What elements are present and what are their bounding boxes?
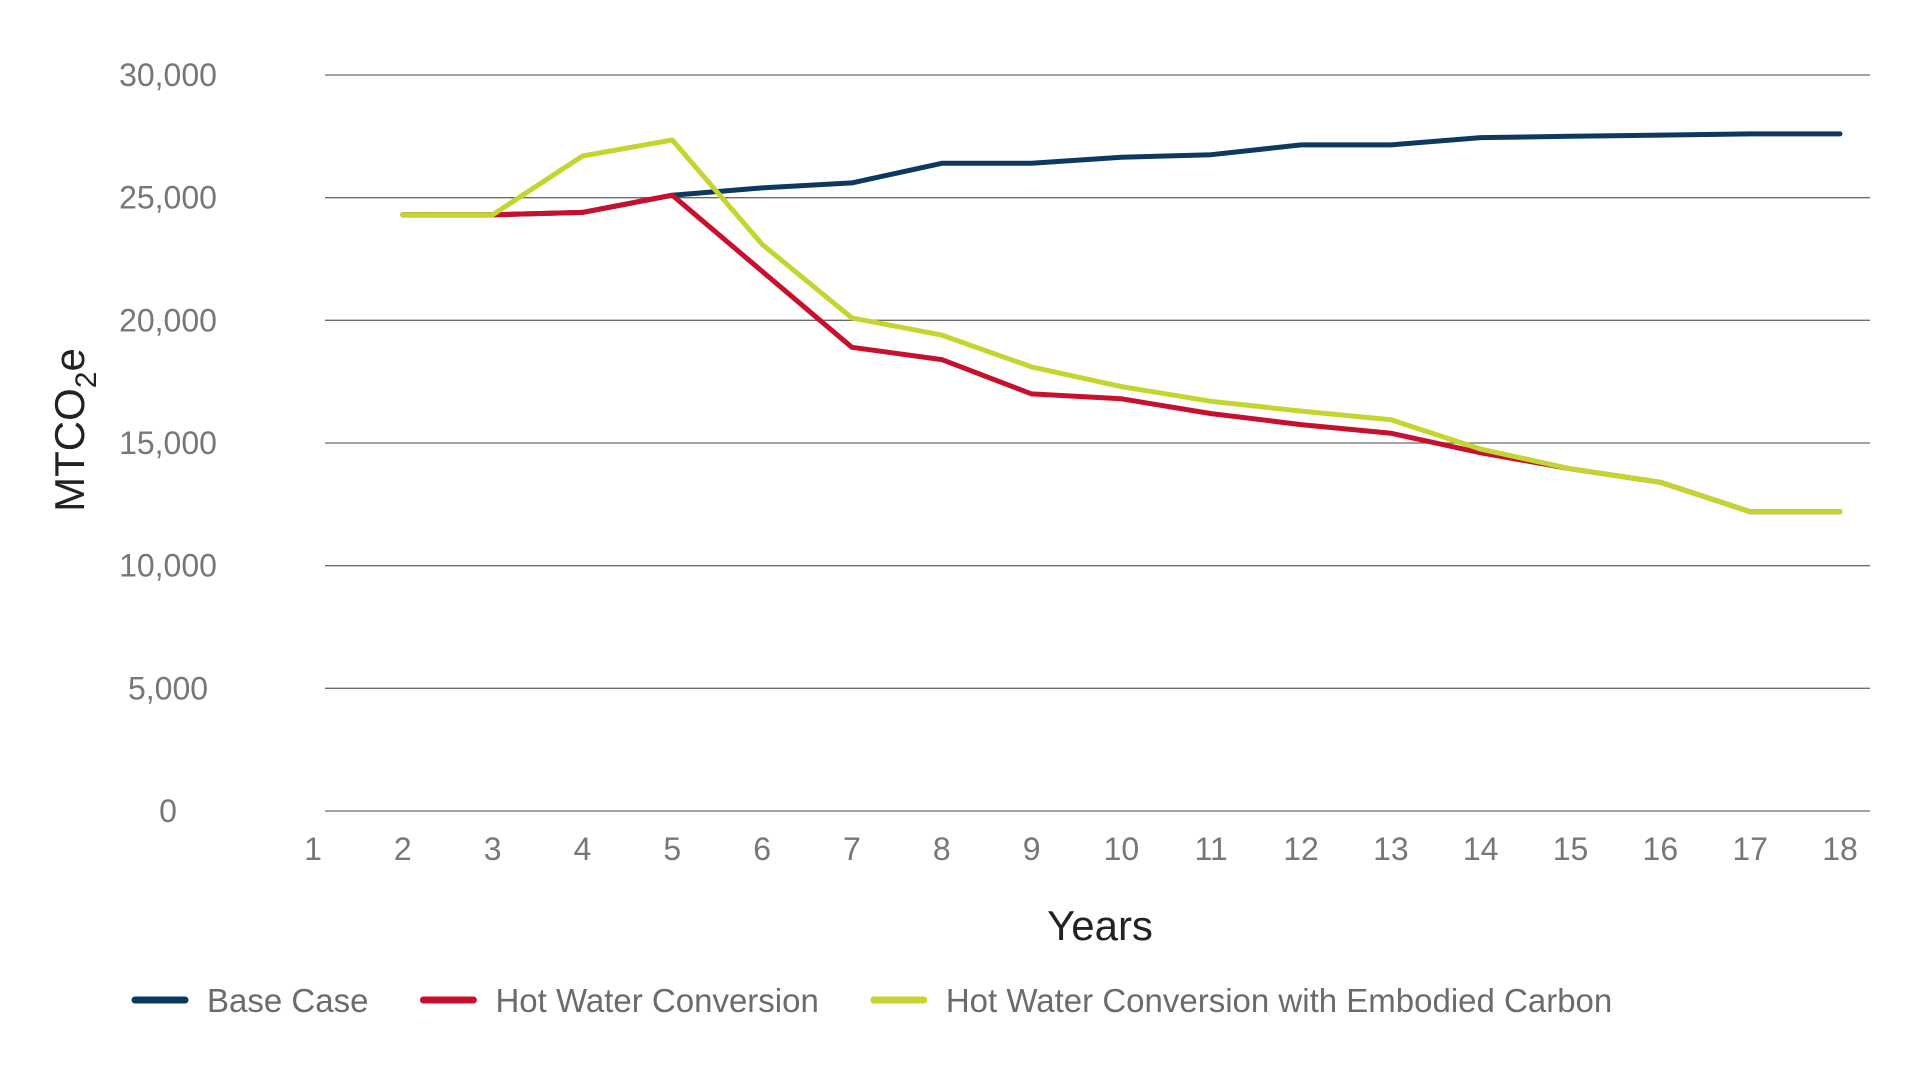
x-tick-label: 11	[1195, 831, 1228, 867]
x-tick-label: 6	[753, 831, 771, 867]
legend-label-base-case: Base Case	[207, 982, 368, 1019]
grid-lines	[325, 74, 1870, 812]
y-tick-label: 30,000	[119, 57, 217, 93]
x-tick-label: 17	[1732, 831, 1768, 867]
x-tick-label: 9	[1023, 831, 1041, 867]
x-tick-label: 12	[1283, 831, 1319, 867]
x-axis-title: Years	[1047, 902, 1153, 949]
x-tick-label: 15	[1553, 831, 1589, 867]
x-tick-label: 7	[843, 831, 861, 867]
legend: Base Case Hot Water Conversion Hot Water C…	[131, 982, 1612, 1019]
series-line-hot-water-conversion-with-embodied-carbon	[400, 137, 1843, 515]
y-axis-title: MTCO2e	[46, 348, 103, 512]
x-tick-label: 14	[1463, 831, 1499, 867]
x-tick-label: 3	[484, 831, 502, 867]
x-tick-label: 5	[663, 831, 681, 867]
legend-label-hot-water-conversion: Hot Water Conversion	[495, 982, 818, 1019]
y-tick-label: 25,000	[119, 180, 217, 216]
x-tick-label: 8	[933, 831, 951, 867]
x-tick-label: 18	[1822, 831, 1858, 867]
x-tick-label: 10	[1104, 831, 1140, 867]
y-tick-label: 10,000	[119, 548, 217, 584]
y-axis-title-tail: e	[46, 348, 93, 371]
x-tick-label: 16	[1643, 831, 1679, 867]
x-tick-label: 13	[1373, 831, 1409, 867]
y-axis-title-main: MTCO	[46, 388, 93, 512]
x-axis-tick-labels: 1 2 3 4 5 6 7 8 9 10 11 12 13 14 15 16 17 18	[304, 831, 1858, 867]
x-tick-label: 4	[574, 831, 592, 867]
y-tick-label: 20,000	[119, 302, 217, 338]
y-tick-label: 0	[159, 793, 177, 829]
series-line-hot-water-conversion	[400, 192, 1843, 515]
series-lines	[400, 131, 1843, 515]
x-tick-label: 2	[394, 831, 412, 867]
x-tick-label: 1	[304, 831, 322, 867]
y-axis-tick-labels: 0 5,000 10,000 15,000 20,000 25,000 30,000	[119, 57, 217, 829]
y-tick-label: 15,000	[119, 425, 217, 461]
y-tick-label: 5,000	[128, 670, 208, 706]
y-axis-title-subscript: 2	[70, 372, 103, 389]
series-line-base-case	[400, 131, 1843, 218]
legend-label-hot-water-conversion-with-embodied-carbon: Hot Water Conversion with Embodied Carbo…	[946, 982, 1612, 1019]
